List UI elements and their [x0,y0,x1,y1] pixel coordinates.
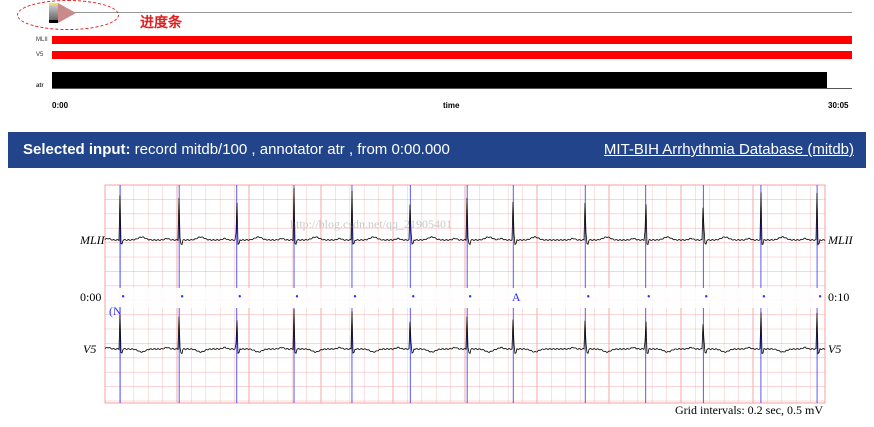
time-end-label: 30:05 [828,101,849,110]
selected-input-prefix: Selected input: [23,141,131,158]
beat-annotation: • [647,292,651,303]
rhythm-label: (N [109,304,122,318]
overview-signal-bar-v5[interactable] [52,51,852,59]
beat-annotation: • [412,292,416,303]
beat-annotation: • [762,292,766,303]
beat-annotation: • [353,292,357,303]
overview-baseline [52,88,852,89]
overview-annotation-bar[interactable] [52,72,827,88]
overview-signal-label-v5: V5 [36,52,44,58]
selected-input-header: Selected input: record mitdb/100 , annot… [8,132,866,168]
signal-label-mlii-right: MLII [827,233,854,247]
database-link[interactable]: MIT-BIH Arrhythmia Database (mitdb) [603,141,854,158]
grid-caption: Grid intervals: 0.2 sec, 0.5 mV [675,403,823,417]
beat-annotation: • [238,292,242,303]
overview-annotator-label: atr [36,83,44,89]
ecg-trace-mlii [104,187,826,246]
play-arrow-icon[interactable] [58,3,76,23]
annotation-strip [106,288,824,308]
beat-annotation: • [295,292,299,303]
signal-label-mlii: MLII [79,233,106,247]
progress-annotation: 进度条 [140,14,182,30]
beat-annotation: A [512,290,521,304]
time-end: 0:10 [828,290,849,304]
beat-annotation: • [180,292,184,303]
overview-signal-bar-mlii[interactable] [52,36,852,44]
signal-label-v5-right: V5 [828,342,841,356]
selected-input-text: record mitdb/100 , annotator atr , from … [130,141,450,158]
progress-slider-track[interactable] [60,12,852,13]
time-axis-label: time [443,101,460,110]
beat-annotation: • [705,292,709,303]
highlight-ellipse [17,0,119,30]
beat-annotation: • [121,292,125,303]
ecg-trace-v5 [104,308,826,355]
overview-signal-label-mlii: MLII [36,37,48,43]
grid-border [104,184,826,404]
beat-annotation: • [468,292,472,303]
time-start-label: 0:00 [52,101,69,110]
progress-slider-thumb[interactable] [49,3,58,23]
signal-label-v5: V5 [83,342,96,356]
time-start: 0:00 [80,290,101,304]
watermark: http://blog.csdn.net/qq_21905401 [290,217,452,231]
beat-annotation: • [586,292,590,303]
beat-annotation: • [818,292,822,303]
